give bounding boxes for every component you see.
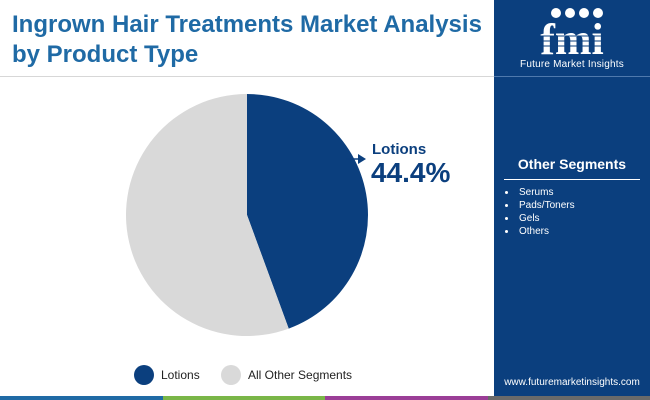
segment-item-pads-toners: Pads/Toners: [503, 199, 575, 212]
other-segments-list: Serums Pads/Toners Gels Others: [503, 186, 575, 238]
chart-title: Ingrown Hair Treatments Market Analysis …: [12, 11, 482, 68]
sidebar-divider: [494, 76, 650, 77]
segment-item-label: Gels: [519, 213, 540, 224]
globe-icon: [551, 8, 561, 18]
segment-item-gels: Gels: [503, 212, 575, 225]
sidebar: fmi Future Market Insights Other Segment…: [494, 0, 650, 400]
title-divider: [0, 76, 494, 77]
other-segments-underline: [504, 179, 640, 180]
bottom-color-bar: [0, 396, 650, 400]
callout-label: Lotions: [372, 141, 427, 158]
pie-chart: [125, 94, 368, 336]
fmi-logo: fmi Future Market Insights: [494, 0, 650, 76]
segment-item-label: Pads/Toners: [519, 200, 575, 211]
logo-text: fmi: [540, 15, 604, 60]
bottom-bar-segment: [487, 396, 650, 400]
legend-swatch-lotions: [134, 365, 154, 385]
website-link[interactable]: www.futuremarketinsights.com: [504, 377, 640, 388]
callout-arrow: [346, 154, 366, 164]
brand-name: Future Market Insights: [520, 59, 624, 70]
bullet-icon: [505, 191, 508, 194]
chart-icon: [565, 8, 575, 18]
bullet-icon: [505, 204, 508, 207]
bottom-bar-segment: [0, 396, 163, 400]
bullet-icon: [505, 230, 508, 233]
legend-label-lotions: Lotions: [161, 368, 200, 382]
legend-label-all-other-segments: All Other Segments: [248, 368, 353, 382]
segment-item-label: Others: [519, 226, 550, 237]
segment-item-label: Serums: [519, 187, 554, 198]
segment-item-serums: Serums: [503, 186, 575, 199]
person-icon: [579, 8, 589, 18]
bullet-icon: [505, 217, 508, 220]
bottom-bar-segment: [162, 396, 325, 400]
bottom-bar-segment: [325, 396, 488, 400]
pie-slice-all-other-segments: [125, 94, 289, 336]
fmi-logo-mark: fmi: [524, 8, 620, 64]
pie-slice-lotions: [247, 94, 368, 329]
other-segments-heading: Other Segments: [517, 156, 627, 172]
segment-item-others: Others: [503, 225, 575, 238]
legend-swatch-all-other-segments: [221, 365, 241, 385]
callout-value: 44.4%: [371, 157, 451, 188]
gear-icon: [593, 8, 603, 18]
